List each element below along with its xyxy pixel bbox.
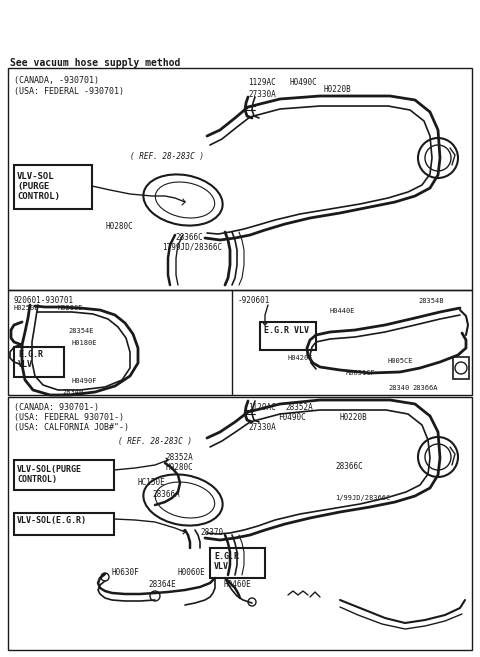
Text: E.G.R: E.G.R [214,552,239,561]
Text: VLV-SOL: VLV-SOL [17,172,55,181]
Text: (USA: CALFORNIA JOB#"-): (USA: CALFORNIA JOB#"-) [14,423,129,432]
Text: E.G.R: E.G.R [18,350,43,359]
Bar [8,290,472,395]
Text: 28366C: 28366C [175,233,203,242]
Bar [8,397,472,650]
Text: H0220B: H0220B [323,85,351,94]
Text: 27330A: 27330A [248,90,276,99]
Text: H0280C: H0280C [165,463,193,472]
Text: 28366A: 28366A [152,490,180,499]
Text: VLV-SOL(PURGE: VLV-SOL(PURGE [17,465,82,474]
Text: H0440E: H0440E [330,308,356,314]
Text: H0060E: H0060E [178,568,206,577]
Text: 28352A: 28352A [285,403,313,412]
Text: H0490F: H0490F [72,378,97,384]
Text: H0280E: H0280E [58,305,84,311]
Bar [210,548,265,578]
Text: 28364E: 28364E [148,580,176,589]
Text: E.G.R VLV: E.G.R VLV [264,326,309,335]
Text: CONTROL): CONTROL) [17,192,60,201]
Text: 28340: 28340 [62,389,83,395]
Text: (USA: FEDERAL -930701): (USA: FEDERAL -930701) [14,87,124,96]
Text: H0180E: H0180E [72,340,97,346]
Text: 28354E: 28354E [68,328,94,334]
Text: ( REF. 28-283C ): ( REF. 28-283C ) [118,437,192,446]
Text: 920601-930701: 920601-930701 [14,296,74,305]
Text: H005CE: H005CE [388,358,413,364]
Bar [453,357,469,379]
Text: 28340: 28340 [388,385,409,391]
Text: 28354B: 28354B [418,298,444,304]
Bar [260,322,316,350]
Bar [14,513,114,535]
Text: HC150E: HC150E [138,478,166,487]
Text: ( REF. 28-283C ): ( REF. 28-283C ) [130,152,204,161]
Text: -920601: -920601 [238,296,270,305]
Text: 28366C: 28366C [335,462,363,471]
Bar [8,68,472,290]
Text: H0220B: H0220B [340,413,368,422]
Bar [14,460,114,490]
Text: (PURGE: (PURGE [17,182,49,191]
Text: 28370: 28370 [200,528,223,537]
Text: See vacuum hose supply method: See vacuum hose supply method [10,58,180,68]
Text: 1/99JD/28366C: 1/99JD/28366C [335,495,390,501]
Text: H0280C: H0280C [105,222,133,231]
Text: (CANADA, -930701): (CANADA, -930701) [14,76,99,85]
Text: 28366A: 28366A [412,385,437,391]
Text: VLV-SOL(E.G.R): VLV-SOL(E.G.R) [17,516,87,525]
Text: H0051CF: H0051CF [345,370,375,376]
Bar [14,165,92,209]
Text: (CANADA: 930701-): (CANADA: 930701-) [14,403,99,412]
Text: CONTROL): CONTROL) [17,475,57,484]
Text: 27330A: 27330A [248,423,276,432]
Text: 1799JD/28366C: 1799JD/28366C [162,243,222,252]
Text: H0460E: H0460E [224,580,252,589]
Text: H0630F: H0630F [112,568,140,577]
Text: 1129AC: 1129AC [248,78,276,87]
Text: VLV: VLV [214,562,229,571]
Text: H0420E: H0420E [288,355,313,361]
Text: 1129AC: 1129AC [248,403,276,412]
Text: VLV: VLV [18,360,33,369]
Text: (USA: FEDERAL 930701-): (USA: FEDERAL 930701-) [14,413,124,422]
Bar [14,347,64,377]
Text: F0490C: F0490C [278,413,306,422]
Text: H0250B: H0250B [14,305,39,311]
Text: 28352A: 28352A [165,453,193,462]
Text: H0490C: H0490C [290,78,318,87]
